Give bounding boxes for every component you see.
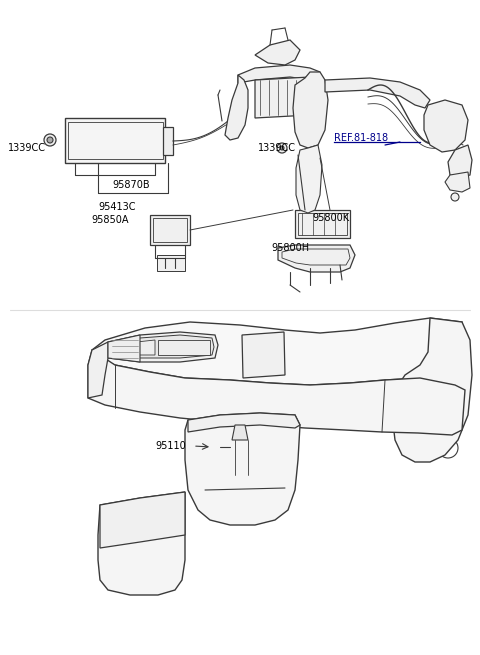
Polygon shape — [293, 72, 328, 148]
Bar — [298, 213, 347, 235]
Bar — [415, 425, 450, 447]
Circle shape — [44, 134, 56, 146]
Text: 95850A: 95850A — [91, 215, 129, 225]
Text: 95870B: 95870B — [112, 180, 150, 190]
Text: REF.81-818: REF.81-818 — [334, 133, 388, 143]
Circle shape — [276, 369, 280, 375]
Polygon shape — [158, 340, 210, 355]
Text: 95110: 95110 — [155, 441, 186, 451]
Polygon shape — [112, 335, 214, 358]
Circle shape — [265, 369, 271, 375]
Polygon shape — [424, 100, 468, 152]
Polygon shape — [445, 172, 470, 192]
Circle shape — [235, 418, 245, 428]
Circle shape — [255, 364, 261, 369]
Polygon shape — [185, 413, 300, 525]
Polygon shape — [238, 65, 320, 83]
Polygon shape — [278, 245, 355, 272]
Polygon shape — [296, 145, 322, 213]
Polygon shape — [118, 340, 155, 355]
Circle shape — [222, 492, 238, 508]
Circle shape — [276, 364, 280, 369]
Circle shape — [245, 364, 251, 369]
Polygon shape — [108, 332, 218, 362]
Text: 1339CC: 1339CC — [8, 143, 46, 153]
Circle shape — [47, 137, 53, 143]
Polygon shape — [88, 350, 465, 435]
Circle shape — [280, 146, 284, 150]
Bar — [210, 440, 270, 475]
Text: 95800H: 95800H — [271, 243, 309, 253]
Polygon shape — [108, 335, 140, 362]
Polygon shape — [225, 75, 248, 140]
Bar — [68, 122, 163, 159]
Polygon shape — [88, 342, 108, 398]
Text: 95413C: 95413C — [98, 202, 135, 212]
Circle shape — [251, 491, 265, 505]
Polygon shape — [255, 77, 310, 118]
Circle shape — [210, 442, 220, 452]
Bar — [153, 218, 187, 242]
Polygon shape — [92, 318, 465, 390]
Polygon shape — [98, 492, 185, 595]
Polygon shape — [325, 78, 430, 108]
Circle shape — [212, 444, 218, 450]
Text: 95800K: 95800K — [312, 213, 349, 223]
Circle shape — [451, 193, 459, 201]
Bar — [157, 255, 185, 271]
Circle shape — [277, 143, 287, 153]
Bar — [245, 337, 282, 362]
Polygon shape — [232, 425, 248, 440]
Circle shape — [255, 369, 261, 375]
Polygon shape — [255, 40, 300, 65]
Polygon shape — [242, 332, 285, 378]
Polygon shape — [392, 318, 472, 462]
Bar — [65, 118, 165, 163]
Circle shape — [265, 364, 271, 369]
Bar — [295, 210, 350, 238]
Polygon shape — [448, 145, 472, 178]
Bar — [150, 215, 190, 245]
Polygon shape — [100, 492, 185, 548]
Text: 1339CC: 1339CC — [258, 143, 296, 153]
Circle shape — [245, 369, 251, 375]
Bar — [245, 365, 282, 377]
Polygon shape — [188, 413, 300, 432]
Bar — [163, 127, 173, 155]
Circle shape — [232, 447, 248, 463]
